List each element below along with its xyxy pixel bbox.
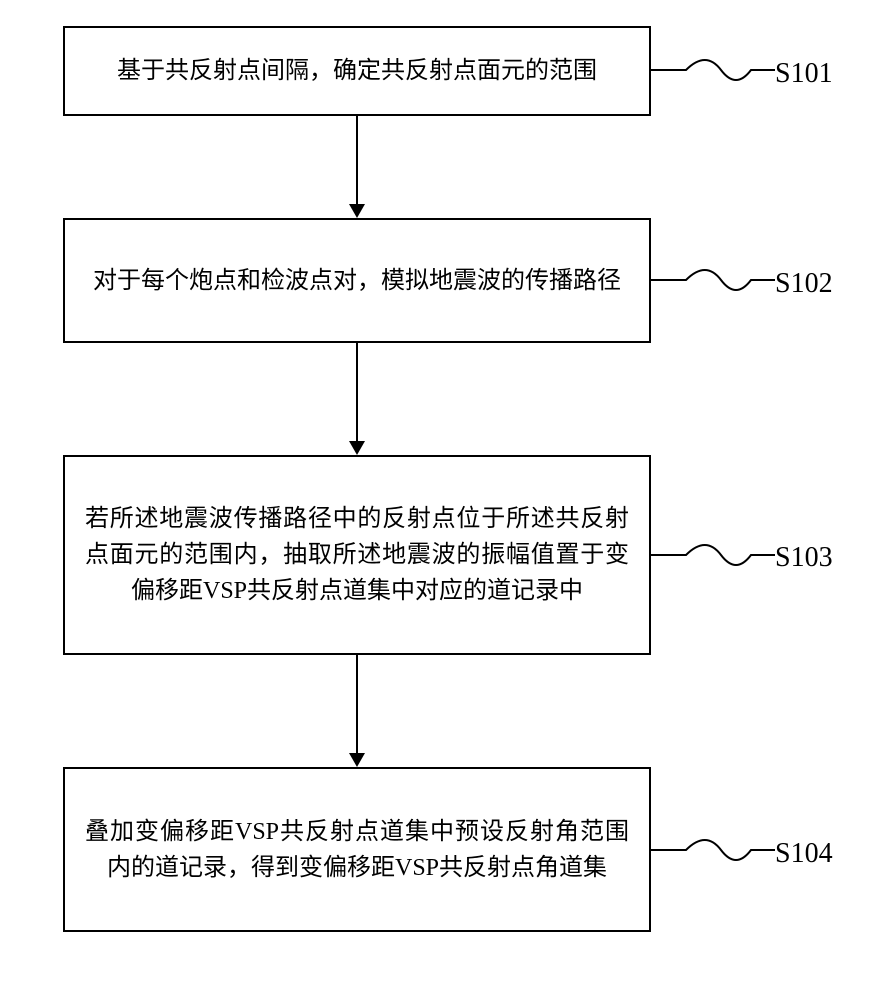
flowchart-step-3-text: 若所述地震波传播路径中的反射点位于所述共反射点面元的范围内，抽取所述地震波的振幅… [85, 501, 629, 609]
step-label-4: S104 [775, 838, 833, 870]
step-label-1: S101 [775, 58, 833, 90]
step-label-3: S103 [775, 542, 833, 574]
wave-connector-3 [651, 540, 775, 580]
flowchart-container: 基于共反射点间隔，确定共反射点面元的范围 S101 对于每个炮点和检波点对，模拟… [0, 0, 878, 1000]
arrow-3-line [356, 655, 358, 753]
flowchart-step-2-text: 对于每个炮点和检波点对，模拟地震波的传播路径 [93, 263, 621, 299]
arrow-2-line [356, 343, 358, 441]
wave-connector-2 [651, 265, 775, 305]
flowchart-step-3-box: 若所述地震波传播路径中的反射点位于所述共反射点面元的范围内，抽取所述地震波的振幅… [63, 455, 651, 655]
wave-connector-1 [651, 55, 775, 95]
arrow-1-head [349, 204, 365, 218]
flowchart-step-2-box: 对于每个炮点和检波点对，模拟地震波的传播路径 [63, 218, 651, 343]
flowchart-step-4-text: 叠加变偏移距VSP共反射点道集中预设反射角范围内的道记录，得到变偏移距VSP共反… [85, 814, 629, 886]
arrow-1-line [356, 116, 358, 204]
flowchart-step-1-text: 基于共反射点间隔，确定共反射点面元的范围 [117, 53, 597, 89]
arrow-2-head [349, 441, 365, 455]
flowchart-step-1-box: 基于共反射点间隔，确定共反射点面元的范围 [63, 26, 651, 116]
arrow-3-head [349, 753, 365, 767]
flowchart-step-4-box: 叠加变偏移距VSP共反射点道集中预设反射角范围内的道记录，得到变偏移距VSP共反… [63, 767, 651, 932]
wave-connector-4 [651, 835, 775, 875]
step-label-2: S102 [775, 268, 833, 300]
